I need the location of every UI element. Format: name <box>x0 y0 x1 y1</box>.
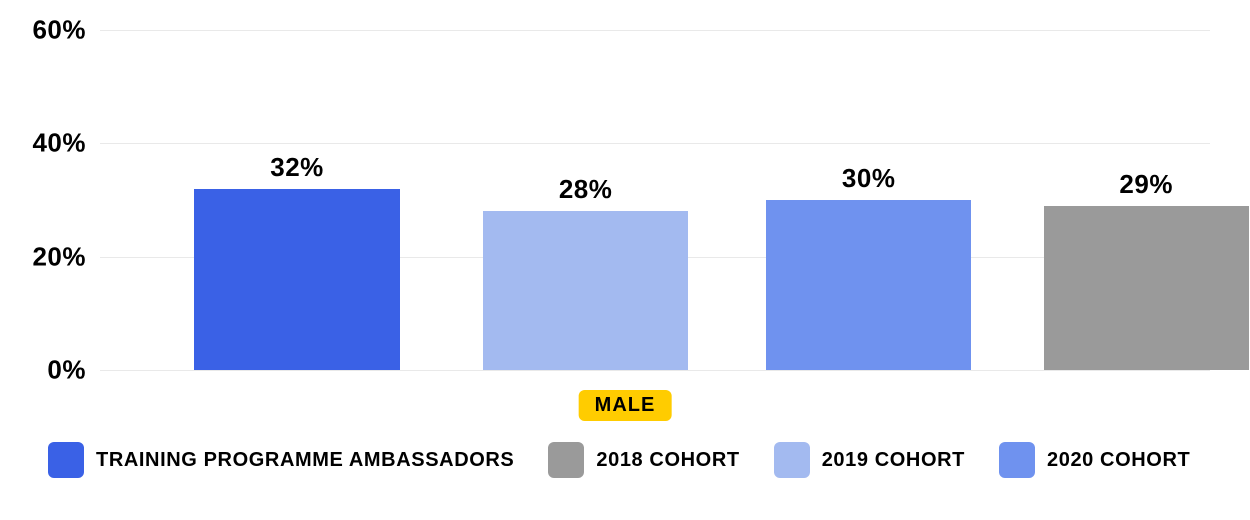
y-tick-label: 20% <box>32 241 86 272</box>
legend-swatch <box>774 442 810 478</box>
legend-label: 2019 COHORT <box>822 449 965 472</box>
legend-label: 2020 COHORT <box>1047 449 1190 472</box>
legend-label: 2018 COHORT <box>596 449 739 472</box>
y-tick-label: 40% <box>32 128 86 159</box>
y-tick-label: 0% <box>47 355 86 386</box>
legend-item: TRAINING PROGRAMME AMBASSADORS <box>48 442 514 478</box>
bar: 32% <box>194 189 399 370</box>
legend-item: 2019 COHORT <box>774 442 965 478</box>
legend-item: 2018 COHORT <box>548 442 739 478</box>
legend-swatch <box>999 442 1035 478</box>
bar-value-label: 28% <box>559 174 613 205</box>
bar-value-label: 32% <box>270 152 324 183</box>
bar: 30% <box>766 200 971 370</box>
bar: 29% <box>1044 206 1249 370</box>
bar-chart: 0% 20% 40% 60% 32% 28% 30% 29% MALE TRAINING P… <box>0 0 1250 520</box>
legend-item: 2020 COHORT <box>999 442 1190 478</box>
y-tick-label: 60% <box>32 15 86 46</box>
legend-swatch <box>548 442 584 478</box>
bar: 28% <box>483 211 688 370</box>
x-axis-badge: MALE <box>579 390 672 421</box>
bars-container: 32% 28% 30% 29% <box>100 30 1210 370</box>
legend-swatch <box>48 442 84 478</box>
bar-value-label: 30% <box>842 163 896 194</box>
plot-area: 0%20%40%60% 32%28%30%29% <box>100 30 1210 370</box>
legend: TRAINING PROGRAMME AMBASSADORS 2018 COHOR… <box>48 442 1250 478</box>
legend-label: TRAINING PROGRAMME AMBASSADORS <box>96 449 514 472</box>
gridline <box>100 370 1210 371</box>
bar-value-label: 29% <box>1119 169 1173 200</box>
